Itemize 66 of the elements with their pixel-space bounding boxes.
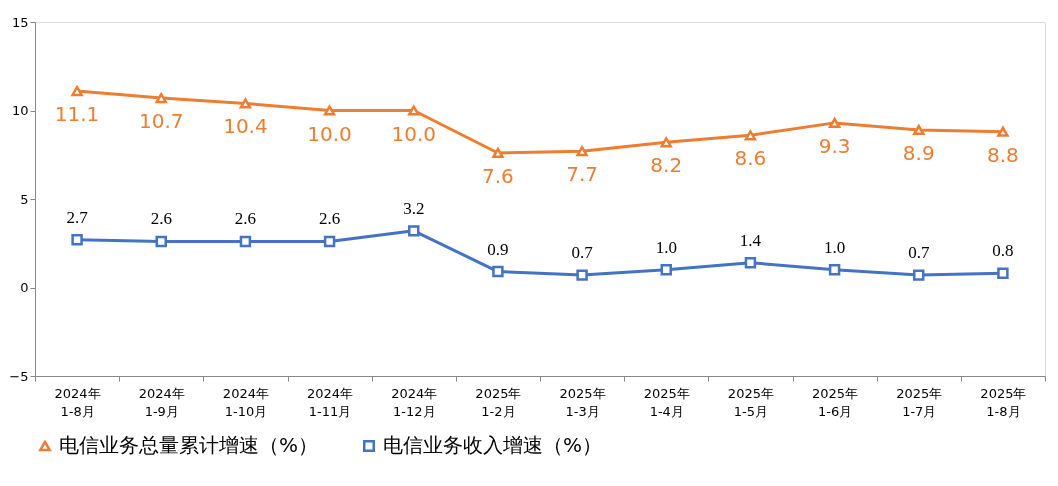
data-label: 9.3 xyxy=(818,133,851,158)
point xyxy=(576,269,588,281)
y-tick-label: 10 xyxy=(11,103,29,118)
x-tick-label: 2025年 1-4月 xyxy=(643,385,690,419)
y-tick-label: 0 xyxy=(20,280,29,295)
point xyxy=(913,269,925,281)
legend-label: 电信业务收入增速（%） xyxy=(383,433,603,457)
data-label: 11.1 xyxy=(54,102,100,127)
data-label: 1.0 xyxy=(823,237,846,257)
point xyxy=(744,130,757,141)
data-label: 10.7 xyxy=(138,109,184,134)
point xyxy=(71,85,83,97)
point xyxy=(660,264,672,276)
point xyxy=(828,117,841,129)
x-tick-label: 2025年 1-7月 xyxy=(896,385,943,419)
point xyxy=(239,235,252,248)
data-label: 10.0 xyxy=(391,121,437,146)
x-tick-label: 2024年 1-8月 xyxy=(54,385,101,419)
data-label: 1.0 xyxy=(655,237,677,257)
point xyxy=(239,98,252,109)
point xyxy=(408,225,420,237)
data-label: 10.4 xyxy=(223,114,268,139)
point xyxy=(913,124,925,136)
x-tick-label: 2025年 1-2月 xyxy=(475,385,522,419)
legend-label: 电信业务总量累计增速（%） xyxy=(59,433,319,457)
point xyxy=(492,147,504,159)
data-label: 0.9 xyxy=(487,239,509,259)
x-tick-label: 2024年 1-11月 xyxy=(307,385,354,419)
data-label: 0.8 xyxy=(992,241,1014,261)
data-label: 0.7 xyxy=(571,243,594,263)
point xyxy=(71,233,83,246)
data-label: 8.8 xyxy=(987,142,1019,167)
y-tick-label: 5 xyxy=(20,191,29,207)
data-label: 2.6 xyxy=(318,209,341,229)
data-label: 8.9 xyxy=(902,140,935,165)
x-tick-label: 2024年 1-12月 xyxy=(391,385,438,419)
point xyxy=(323,105,336,116)
point xyxy=(492,265,504,278)
point xyxy=(408,105,420,116)
data-label: 7.7 xyxy=(566,162,598,187)
x-tick-label: 2024年 1-10月 xyxy=(222,385,269,419)
y-tick-label: 15 xyxy=(11,14,29,30)
point xyxy=(997,126,1009,137)
data-label: 0.7 xyxy=(908,243,930,263)
x-tick-label: 2025年 1-5月 xyxy=(727,385,774,419)
point xyxy=(660,137,672,148)
point xyxy=(155,92,167,104)
x-tick-label: 2024年 1-9月 xyxy=(138,385,185,419)
data-label: 2.7 xyxy=(66,207,89,227)
data-label: 8.6 xyxy=(734,146,767,171)
data-label: 2.6 xyxy=(150,209,172,229)
point xyxy=(323,235,336,248)
data-label: 7.6 xyxy=(482,163,514,188)
x-tick-label: 2025年 1-8月 xyxy=(980,385,1027,419)
data-label: 10.0 xyxy=(307,121,352,146)
data-label: 8.2 xyxy=(650,153,683,178)
point xyxy=(155,235,167,248)
point xyxy=(744,257,757,269)
data-label: 1.4 xyxy=(739,230,762,250)
point xyxy=(997,267,1009,280)
x-tick-label: 2025年 1-3月 xyxy=(559,385,606,419)
y-tick-label: −5 xyxy=(9,368,29,384)
data-label: 3.2 xyxy=(403,198,425,218)
x-tick-label: 2025年 1-6月 xyxy=(812,385,859,419)
data-label: 2.6 xyxy=(234,209,257,229)
point xyxy=(828,264,841,276)
